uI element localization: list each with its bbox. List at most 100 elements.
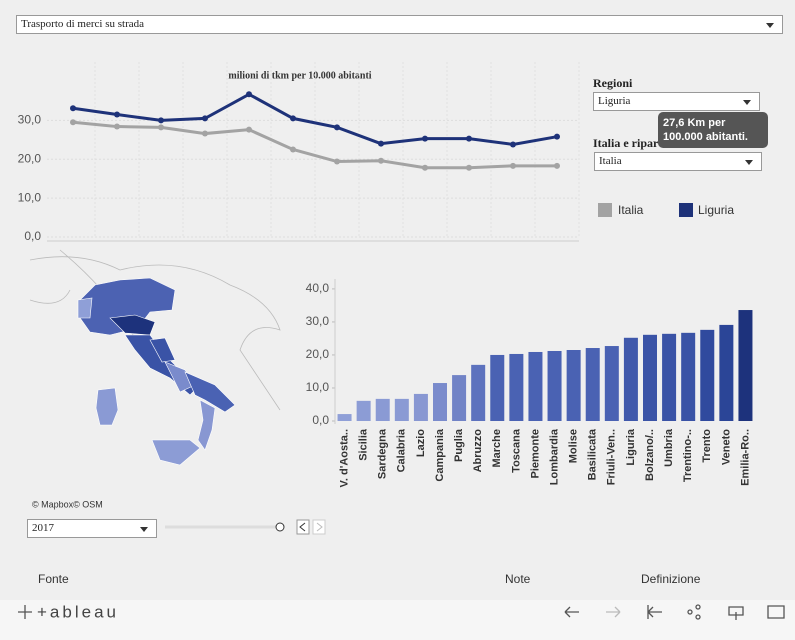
x-tick-label: Toscana bbox=[510, 428, 522, 473]
point bbox=[422, 135, 428, 142]
x-tick-label: Campania bbox=[434, 428, 446, 481]
bar bbox=[700, 329, 715, 421]
point bbox=[554, 162, 560, 169]
tooltip-line: 27,6 Km per bbox=[663, 117, 726, 129]
x-tick-label: Piemonte bbox=[529, 429, 541, 479]
point bbox=[554, 133, 560, 140]
point bbox=[158, 117, 164, 124]
x-tick-label: Trento bbox=[701, 429, 713, 463]
footer-link[interactable]: Note bbox=[505, 572, 531, 586]
y-tick-label: 10,0 bbox=[18, 190, 42, 204]
point bbox=[246, 91, 252, 98]
x-tick-label: Umbria bbox=[663, 428, 675, 467]
bar bbox=[585, 348, 600, 421]
filter-label: Regioni bbox=[593, 76, 633, 90]
point bbox=[422, 164, 428, 171]
bar bbox=[471, 364, 486, 421]
x-tick-label: Emilia-Ro.. bbox=[739, 429, 751, 486]
next-button[interactable] bbox=[312, 519, 326, 535]
point bbox=[158, 124, 164, 131]
y-tick-label: 30,0 bbox=[306, 314, 330, 328]
point bbox=[114, 123, 120, 130]
x-tick-label: Abruzzo bbox=[472, 429, 484, 473]
map bbox=[29, 249, 281, 466]
dropdown-value: Liguria bbox=[598, 95, 631, 107]
y-tick-label: 0,0 bbox=[312, 413, 329, 427]
year-value: 2017 bbox=[32, 522, 54, 534]
footer-link[interactable]: Definizione bbox=[641, 572, 701, 586]
bar bbox=[490, 354, 505, 421]
regioni-dropdown[interactable]: Liguria bbox=[593, 92, 760, 111]
x-tick-label: Lombardia bbox=[548, 428, 560, 485]
point bbox=[334, 158, 340, 165]
bar bbox=[413, 393, 428, 421]
point bbox=[202, 115, 208, 122]
toolbar-icons bbox=[18, 604, 785, 620]
bar bbox=[356, 400, 371, 421]
bar bbox=[566, 350, 581, 421]
y-tick-label: 30,0 bbox=[18, 113, 42, 127]
x-tick-label: Sicilia bbox=[358, 428, 370, 461]
point bbox=[378, 140, 384, 147]
dropdown-value: Trasporto di merci su strada bbox=[21, 18, 145, 30]
point bbox=[290, 146, 296, 153]
bar bbox=[738, 310, 753, 421]
year-input[interactable]: 2017 bbox=[27, 519, 157, 538]
x-tick-label: Basilicata bbox=[587, 428, 599, 480]
x-tick-label: V. d'Aosta.. bbox=[338, 429, 350, 487]
x-tick-label: Friuli-Ven.. bbox=[606, 429, 618, 485]
prev-button[interactable] bbox=[296, 519, 310, 535]
bar bbox=[662, 333, 677, 421]
point bbox=[202, 130, 208, 137]
x-tick-label: Sardegna bbox=[377, 428, 389, 479]
series-line bbox=[72, 120, 557, 170]
point bbox=[70, 105, 76, 112]
bar bbox=[528, 351, 543, 421]
bar bbox=[452, 375, 467, 421]
series-line bbox=[72, 92, 558, 146]
y-tick-label: 20,0 bbox=[306, 347, 330, 361]
point bbox=[114, 111, 120, 118]
point bbox=[378, 157, 384, 164]
bar bbox=[643, 334, 657, 421]
footer-link[interactable]: Fonte bbox=[38, 572, 69, 586]
y-tick-label: 0,0 bbox=[24, 229, 41, 243]
tooltip-line: 100.000 abitanti. bbox=[663, 131, 748, 143]
x-tick-label: Puglia bbox=[453, 428, 465, 462]
filter-label: Italia e ripar bbox=[593, 136, 659, 150]
next-icon bbox=[316, 522, 323, 532]
point bbox=[290, 115, 296, 122]
bar bbox=[375, 398, 390, 421]
bar bbox=[394, 398, 409, 421]
x-tick-label: Trentino-.. bbox=[682, 429, 694, 482]
x-tick-label: Calabria bbox=[396, 428, 408, 472]
line-chart-title: milioni di tkm per 10.000 abitanti bbox=[228, 70, 371, 81]
x-tick-label: Lazio bbox=[415, 429, 427, 457]
bar bbox=[604, 346, 619, 421]
x-tick-label: Bolzano/.. bbox=[644, 429, 656, 481]
legend-label[interactable]: Italia bbox=[618, 203, 644, 217]
map-credit: © Mapbox© OSM bbox=[32, 499, 103, 509]
point bbox=[466, 135, 472, 142]
slider-handle[interactable] bbox=[275, 522, 285, 532]
bar bbox=[509, 353, 524, 421]
dropdown-value: Italia bbox=[599, 155, 622, 167]
bar bbox=[337, 414, 352, 421]
point bbox=[510, 162, 516, 169]
toolbar bbox=[0, 600, 795, 640]
point bbox=[466, 164, 472, 171]
legend-swatch bbox=[598, 203, 612, 217]
point bbox=[334, 124, 340, 131]
tableau-logo: +ableau bbox=[37, 602, 119, 621]
measure-dropdown[interactable]: Trasporto di merci su strada bbox=[16, 15, 783, 34]
legend-label[interactable]: Liguria bbox=[698, 203, 734, 217]
point bbox=[70, 119, 76, 126]
x-tick-label: Marche bbox=[491, 429, 503, 468]
x-tick-label: Veneto bbox=[720, 429, 732, 465]
y-tick-label: 40,0 bbox=[306, 281, 330, 295]
bar bbox=[433, 383, 447, 421]
bar bbox=[547, 350, 562, 421]
italia-dropdown[interactable]: Italia bbox=[594, 152, 762, 171]
